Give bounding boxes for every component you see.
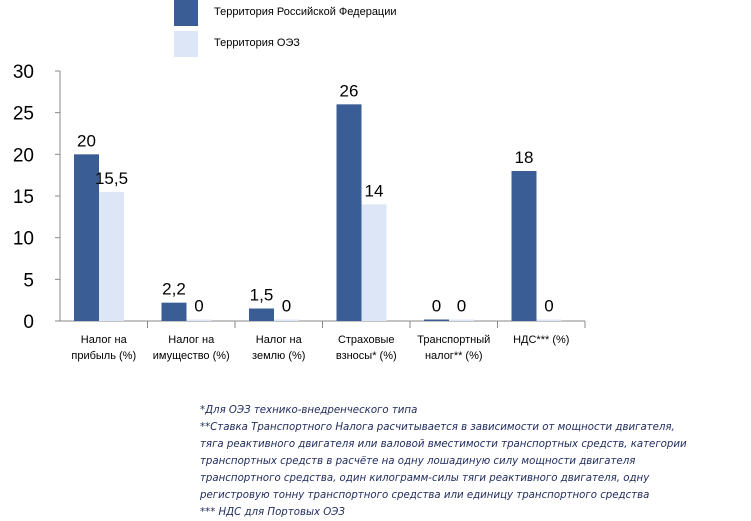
bar-sez (274, 319, 299, 321)
footnote-line: транспортных средств в расчёте на одну л… (200, 456, 636, 467)
footnote-line: регистровую тонну транспортного средства… (200, 490, 650, 501)
bar-russia (74, 154, 99, 321)
x-category-label: НДС*** (%) (513, 334, 569, 346)
bar-russia (249, 308, 274, 321)
x-category-label: имущество (%) (153, 350, 230, 362)
bar-chart: 0 5 10 15 20 25 30 Налог на прибыль (%) Налог на и… (13, 62, 586, 362)
bar-sez (361, 204, 387, 321)
x-category-label: Налог на (256, 334, 303, 346)
legend-swatch-russia (174, 0, 198, 26)
bar-sez (536, 319, 562, 321)
bar-data-label: 0 (544, 297, 553, 316)
legend-swatch-sez (174, 31, 198, 57)
footnote-line: транспортного средства, один килограмм-с… (200, 473, 650, 484)
footnote-line: *** НДС для Портовых ОЭЗ (200, 507, 345, 518)
y-tick-label: 20 (13, 145, 34, 166)
x-category-label: землю (%) (252, 350, 305, 362)
bar-data-label: 14 (365, 181, 384, 200)
y-tick-label: 30 (13, 62, 34, 83)
bar-data-label: 2,2 (162, 280, 186, 299)
x-category-label: Налог на (81, 334, 128, 346)
bar-russia (336, 104, 362, 321)
bar-data-label: 0 (432, 297, 441, 316)
bar-sez (186, 319, 212, 321)
bar-data-label: 0 (457, 297, 466, 316)
y-tick-label: 5 (23, 270, 34, 291)
x-category-label: Транспортный (417, 334, 490, 346)
legend-label-russia: Территория Российской Федерации (214, 6, 397, 18)
bar-russia (511, 171, 537, 321)
bar-data-label: 1,5 (250, 286, 274, 305)
bar-data-label: 0 (194, 297, 203, 316)
footnote-line: **Ставка Транспортного Налога расчитывае… (200, 422, 675, 433)
bar-russia (161, 302, 187, 321)
legend-label-sez: Территория ОЭЗ (214, 37, 300, 49)
y-tick-label: 25 (13, 104, 34, 125)
footnote-line: тяга реактивного двигателя или валовой в… (200, 439, 687, 450)
x-category-label: Страховые (338, 334, 395, 346)
bar-sez (449, 319, 474, 321)
x-category-label: налог** (%) (425, 350, 483, 362)
bar-data-label: 18 (515, 148, 534, 167)
bar-data-label: 26 (340, 81, 359, 100)
y-tick-label: 0 (23, 312, 34, 333)
bar-sez (99, 191, 124, 321)
y-tick-label: 10 (13, 229, 34, 250)
y-tick-label: 15 (13, 187, 34, 208)
x-category-label: взносы* (%) (336, 350, 397, 362)
footnote-line: *Для ОЭЗ технико-внедренческого типа (200, 405, 418, 416)
x-category-label: Налог на (168, 334, 215, 346)
bar-data-label: 20 (77, 131, 96, 150)
bar-data-label: 0 (282, 297, 291, 316)
bar-russia (424, 319, 449, 321)
bar-data-label: 15,5 (95, 169, 128, 188)
x-category-label: прибыль (%) (71, 350, 136, 362)
chart-footnotes: *Для ОЭЗ технико-внедренческого типа **С… (200, 402, 748, 521)
